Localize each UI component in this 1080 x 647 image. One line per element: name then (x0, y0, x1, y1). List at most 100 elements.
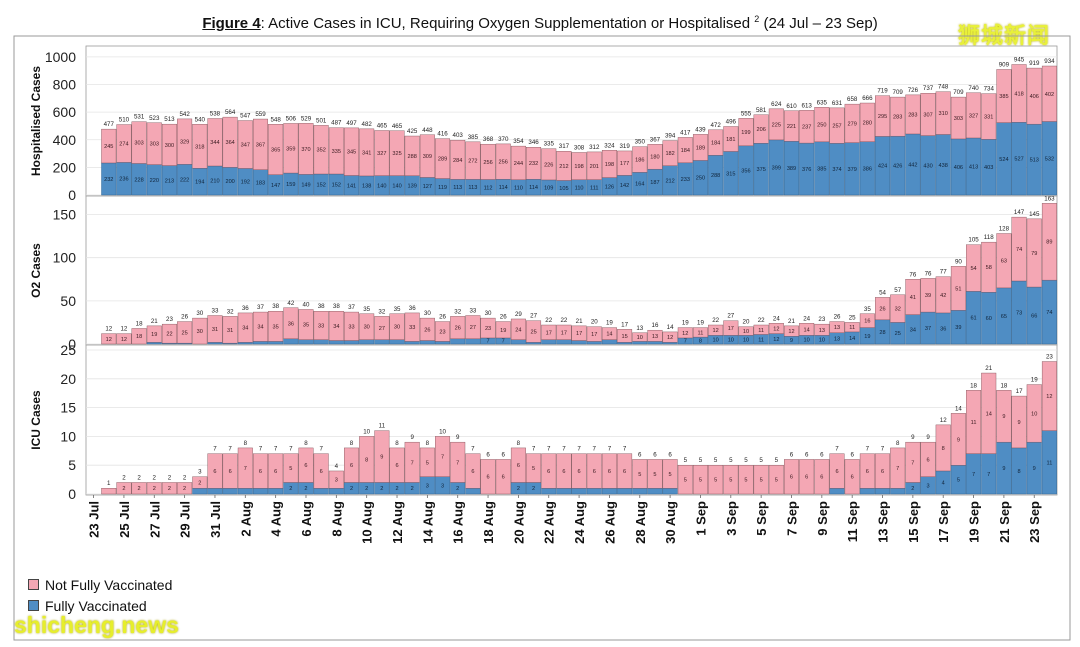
bar-fully-vaccinated (313, 488, 329, 495)
data-label-not-fully: 5 (638, 472, 641, 478)
data-label-total: 335 (544, 141, 555, 148)
data-label-total: 1 (107, 480, 111, 487)
bar-not-fully-vaccinated (101, 488, 117, 495)
bar-not-fully-vaccinated (601, 327, 617, 340)
x-tick-label: 3 Sep (724, 501, 739, 536)
data-label-not-fully: 5 (653, 472, 656, 478)
data-label-total: 21 (788, 318, 795, 325)
bar-not-fully-vaccinated (161, 323, 177, 344)
data-label-not-fully: 2 (198, 480, 201, 486)
data-label-fully: 3 (426, 483, 429, 489)
x-tick-label: 25 Jul (117, 501, 132, 538)
title-date-range: (24 Jul – 23 Sep) (759, 15, 878, 32)
bar-fully-vaccinated (222, 488, 238, 495)
data-label-not-fully: 51 (955, 286, 961, 292)
bar-not-fully-vaccinated (935, 424, 951, 472)
bar-fully-vaccinated (298, 339, 314, 345)
data-label-not-fully: 14 (804, 327, 810, 333)
bar-fully-vaccinated (237, 342, 253, 345)
bar-not-fully-vaccinated (192, 124, 208, 169)
data-label-total: 658 (847, 96, 858, 103)
x-tick-label: 21 Sep (997, 501, 1012, 543)
data-label-not-fully: 11 (758, 328, 764, 334)
data-label-fully: 200 (225, 179, 234, 185)
data-label-total: 9 (456, 434, 460, 441)
data-label-fully: 426 (893, 164, 902, 170)
x-tick-label: 11 Sep (845, 501, 860, 542)
bar-not-fully-vaccinated (328, 470, 344, 489)
bar-fully-vaccinated (328, 340, 344, 345)
bar-not-fully-vaccinated (298, 447, 314, 483)
bar-not-fully-vaccinated (981, 93, 997, 140)
data-label-total: 748 (938, 84, 949, 91)
data-label-fully: 7 (502, 339, 505, 345)
data-label-fully: 34 (910, 327, 916, 333)
data-label-fully: 65 (1001, 314, 1007, 320)
data-label-total: 26 (181, 314, 188, 321)
bar-not-fully-vaccinated (526, 147, 542, 180)
data-label-total: 7 (866, 446, 870, 453)
data-label-total: 367 (650, 136, 661, 143)
data-label-not-fully: 34 (257, 325, 263, 331)
bar-not-fully-vaccinated (541, 324, 557, 340)
data-label-fully: 73 (1016, 310, 1022, 316)
data-label-not-fully: 6 (350, 463, 353, 469)
data-label-not-fully: 9 (1002, 414, 1005, 420)
data-label-not-fully: 19 (500, 328, 506, 334)
bar-not-fully-vaccinated (313, 125, 329, 175)
bar-not-fully-vaccinated (404, 441, 420, 483)
data-label-not-fully: 347 (241, 143, 250, 149)
data-label-not-fully: 206 (756, 127, 765, 133)
bar-not-fully-vaccinated (207, 315, 223, 343)
data-label-not-fully: 318 (195, 144, 204, 150)
data-label-total: 21 (576, 318, 583, 325)
data-label-total: 555 (741, 110, 752, 117)
data-label-not-fully: 257 (832, 124, 841, 130)
bar-not-fully-vaccinated (344, 127, 359, 176)
bar-fully-vaccinated (389, 339, 405, 345)
data-label-not-fully: 23 (485, 326, 491, 332)
data-label-fully: 140 (377, 183, 386, 189)
bar-not-fully-vaccinated (632, 332, 648, 342)
data-label-not-fully: 303 (134, 141, 143, 147)
data-label-total: 57 (894, 287, 901, 294)
bar-fully-vaccinated (541, 339, 557, 345)
bar-not-fully-vaccinated (905, 279, 921, 315)
bar-not-fully-vaccinated (556, 151, 572, 181)
data-label-not-fully: 23 (439, 329, 445, 335)
data-label-total: 7 (259, 446, 263, 453)
data-label-total: 9 (410, 434, 414, 441)
data-label-total: 13 (636, 325, 643, 332)
bar-fully-vaccinated (617, 488, 633, 495)
data-label-fully: 110 (575, 185, 584, 191)
data-label-total: 613 (802, 102, 813, 109)
bar-not-fully-vaccinated (859, 313, 875, 328)
bar-not-fully-vaccinated (435, 436, 451, 477)
data-label-total: 12 (120, 326, 127, 333)
data-label-fully: 442 (908, 162, 917, 168)
bar-not-fully-vaccinated (131, 328, 147, 345)
bar-not-fully-vaccinated (784, 459, 799, 495)
data-label-not-fully: 6 (395, 463, 398, 469)
data-label-not-fully: 25 (530, 329, 536, 335)
bar-not-fully-vaccinated (875, 297, 891, 321)
data-label-total: 317 (559, 143, 570, 150)
data-label-total: 487 (331, 120, 342, 127)
data-label-not-fully: 5 (684, 478, 687, 484)
bar-not-fully-vaccinated (799, 459, 815, 495)
data-label-not-fully: 232 (529, 161, 538, 167)
bar-not-fully-vaccinated (450, 139, 466, 180)
data-label-not-fully: 6 (304, 463, 307, 469)
bar-not-fully-vaccinated (283, 123, 299, 174)
x-tick-label: 23 Sep (1027, 501, 1042, 543)
data-label-not-fully: 256 (499, 160, 508, 166)
bar-fully-vaccinated (419, 340, 435, 345)
data-label-not-fully: 177 (620, 161, 629, 167)
outer-frame (13, 35, 1071, 641)
bar-not-fully-vaccinated (859, 453, 875, 489)
data-label-fully: 152 (332, 183, 341, 189)
bar-not-fully-vaccinated (268, 311, 284, 342)
bar-not-fully-vaccinated (146, 122, 162, 165)
data-label-total: 24 (803, 315, 810, 322)
